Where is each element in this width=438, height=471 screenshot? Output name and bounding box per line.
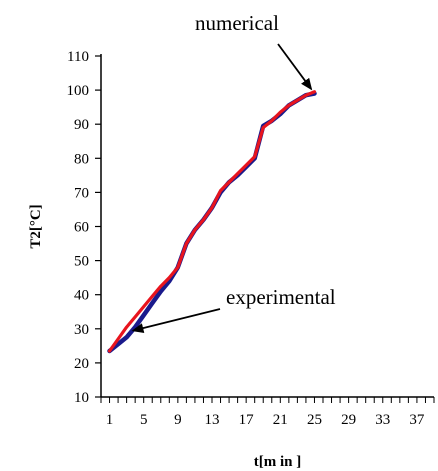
annotation-numerical: numerical <box>195 11 279 35</box>
y-tick-label: 90 <box>74 117 89 133</box>
x-tick-label: 37 <box>409 412 425 428</box>
annotation-arrow-experimental <box>131 308 221 333</box>
annotations: numerical experimental <box>131 11 336 333</box>
x-tick-label: 13 <box>205 412 220 428</box>
y-tick-label: 60 <box>74 220 89 236</box>
series-group <box>107 90 317 354</box>
annotation-experimental: experimental <box>226 285 336 309</box>
y-tick-label: 30 <box>74 322 89 338</box>
y-tick-label: 40 <box>74 288 89 304</box>
y-tick-label: 50 <box>74 254 89 270</box>
y-tick-label: 80 <box>74 151 89 167</box>
annotation-arrow-numerical <box>277 43 313 91</box>
y-tick-label: 10 <box>74 390 89 406</box>
x-tick-label: 5 <box>140 412 148 428</box>
x-tick-label: 9 <box>174 412 182 428</box>
x-tick-label: 25 <box>307 412 322 428</box>
y-axis-title: T2[°C] <box>28 204 44 248</box>
y-tick-label: 100 <box>67 83 90 99</box>
y-tick-label: 110 <box>67 49 89 65</box>
x-tick-label: 1 <box>106 412 114 428</box>
x-tick-label: 17 <box>239 412 255 428</box>
y-tick-label: 70 <box>74 185 89 201</box>
x-tick-label: 21 <box>273 412 288 428</box>
x-tick-label: 33 <box>375 412 390 428</box>
axes: 10 20 30 40 50 60 70 80 90 100 110 1 5 9 13 17 21 25 29 33 3… <box>28 49 435 470</box>
y-tick-label: 20 <box>74 356 89 372</box>
series-line-numerical <box>107 90 317 353</box>
x-axis-title: t[m in ] <box>254 454 302 470</box>
x-tick-label: 29 <box>341 412 356 428</box>
